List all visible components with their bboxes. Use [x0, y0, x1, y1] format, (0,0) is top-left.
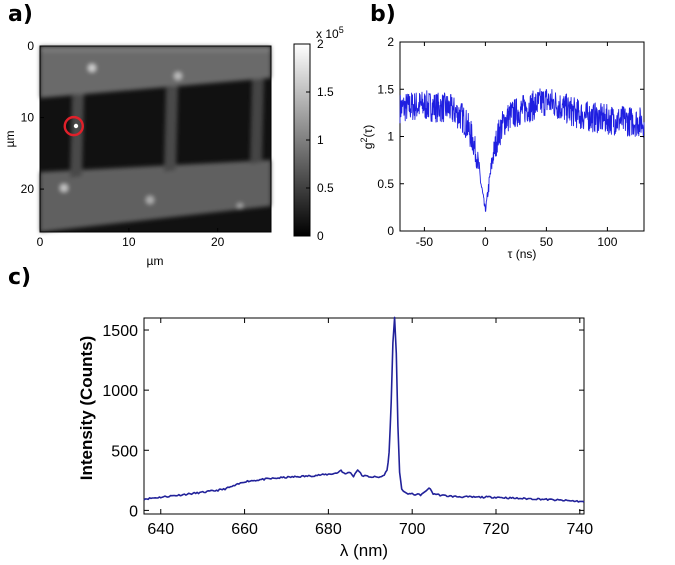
a-xtick-label: 0	[37, 235, 44, 249]
image-hotspot-1	[88, 64, 96, 72]
grid-image	[40, 46, 271, 232]
image-bar-3	[250, 78, 264, 164]
image-hotspot-5	[237, 203, 243, 209]
colorbar-multiplier-exp: 5	[339, 25, 344, 35]
colorbar-multiplier-base: x 10	[316, 27, 339, 41]
c-xtick-label: 700	[399, 521, 426, 538]
panel-label-b: b)	[370, 2, 396, 27]
chart-a: 0 10 20 0 10 20 µm µm 0 0.5 1 1.5 2 x 105	[3, 25, 344, 268]
c-ytick-label: 1000	[102, 383, 138, 400]
a-xtick-label: 20	[211, 235, 225, 249]
image-bar-2	[164, 86, 178, 172]
c-xlabel: λ (nm)	[340, 541, 388, 560]
colorbar-tick-label: 1	[317, 133, 324, 147]
c-xtick-label: 720	[483, 521, 510, 538]
c-xtick-label: 680	[315, 521, 342, 538]
c-xtick-label: 640	[147, 521, 174, 538]
b-xlabel: τ (ns)	[508, 247, 537, 261]
colorbar-multiplier: x 105	[316, 25, 344, 41]
colorbar-tick-label: 2	[317, 37, 324, 51]
b-xtick-label: -50	[416, 235, 434, 249]
b-ytick-label: 1.5	[377, 82, 394, 96]
image-frame	[39, 45, 272, 233]
c-ytick-label: 1500	[102, 323, 138, 340]
a-ytick-label: 10	[21, 111, 35, 125]
c-xtick-label: 660	[231, 521, 258, 538]
a-ytick-label: 0	[27, 39, 34, 53]
a-xtick-label: 10	[122, 235, 136, 249]
image-hotspot-2	[174, 72, 182, 80]
b-ylabel-base: g	[361, 143, 375, 150]
b-plot-frame	[399, 41, 645, 232]
image-hotspot-4	[60, 184, 68, 192]
b-xtick-label: 0	[482, 235, 489, 249]
chart-c: 640 660 680 700 720 740 0 500 1000 1500 λ (nm) I…	[77, 316, 593, 560]
image-bottom-band	[40, 160, 271, 232]
c-ylabel: Intensity (Counts)	[77, 336, 96, 481]
b-series-line	[399, 88, 645, 212]
c-xtick-label: 740	[566, 521, 593, 538]
colorbar-tick-label: 0.5	[317, 181, 334, 195]
b-ylabel: g2(τ)	[359, 125, 375, 149]
b-ytick-label: 0	[387, 224, 394, 238]
b-ytick-label: 2	[387, 35, 394, 49]
b-ylabel-sup: 2	[359, 138, 369, 143]
panel-label-c: c)	[8, 265, 32, 290]
b-xtick-label: 50	[540, 235, 554, 249]
b-ylabel-tail: (τ)	[361, 125, 375, 138]
colorbar-tick-label: 1.5	[317, 85, 334, 99]
b-xtick-label: 100	[597, 235, 617, 249]
chart-b: -50 0 50 100 00.511.52 τ (ns) g2(τ)	[359, 35, 645, 261]
image-top-band	[40, 46, 271, 98]
c-plot-frame	[143, 317, 585, 515]
c-series-line	[143, 316, 585, 503]
b-ytick-label: 1	[387, 130, 394, 144]
panel-label-a: a)	[8, 2, 33, 27]
b-ytick-label: 0.5	[377, 177, 394, 191]
colorbar-tick-label: 0	[317, 229, 324, 243]
a-ylabel: µm	[3, 131, 17, 148]
image-bright-strip	[40, 46, 271, 52]
emitter-spot	[73, 123, 79, 129]
c-ytick-label: 0	[129, 503, 138, 520]
a-ytick-label: 20	[21, 182, 35, 196]
emitter-marker-circle	[63, 115, 84, 137]
a-xlabel: µm	[147, 254, 164, 268]
image-bar-1	[70, 94, 84, 178]
c-ytick-label: 500	[111, 443, 138, 460]
image-hotspot-3	[146, 196, 154, 204]
